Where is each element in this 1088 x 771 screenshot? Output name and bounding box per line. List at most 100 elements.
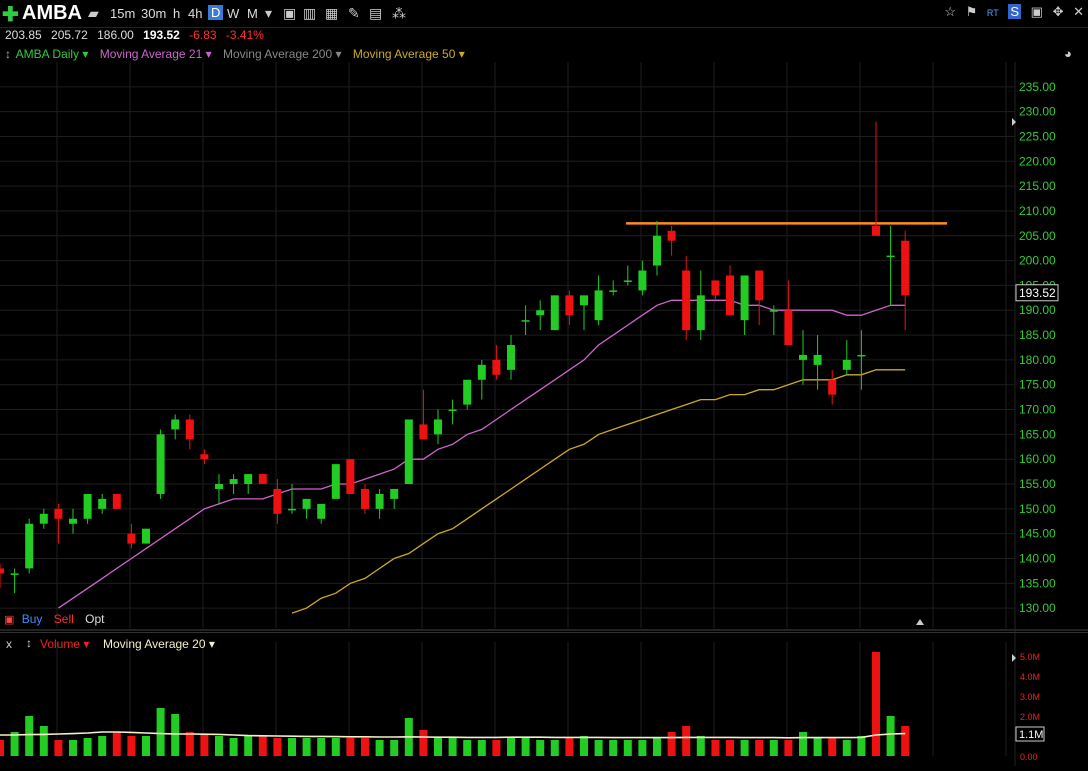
- volume-bar: [799, 732, 807, 756]
- study-ma200[interactable]: Moving Average 200 ▾: [222, 47, 342, 61]
- sell-button[interactable]: Sell: [53, 612, 74, 626]
- add-symbol-icon[interactable]: ✚: [2, 4, 19, 26]
- price-tick-label: 225.00: [1019, 129, 1056, 143]
- volume-bar: [667, 732, 676, 756]
- symbol-label[interactable]: AMBA: [22, 2, 82, 24]
- candle-body: [653, 235, 661, 266]
- candle-body: [565, 295, 574, 316]
- flag-icon[interactable]: ⚑: [965, 4, 978, 19]
- opt-button[interactable]: Opt: [85, 612, 105, 626]
- ma21-line: [58, 299, 906, 609]
- volume-bar: [375, 740, 384, 756]
- study-ma21[interactable]: Moving Average 21 ▾: [99, 47, 212, 61]
- candle-body: [901, 240, 910, 296]
- star-icon[interactable]: ☆: [944, 4, 956, 19]
- volume-bar: [901, 726, 910, 756]
- candle-body: [594, 290, 603, 321]
- quote-line: 203.85 205.72 186.00 193.52 -6.83 -3.41%: [5, 28, 270, 42]
- volume-close-button[interactable]: x: [6, 637, 12, 651]
- volume-bar: [25, 716, 34, 756]
- volume-bar: [740, 740, 749, 756]
- style-icon[interactable]: S: [1008, 4, 1022, 19]
- timeframe-h[interactable]: h: [173, 6, 181, 21]
- draw-pencil-icon[interactable]: ✎: [348, 5, 360, 21]
- volume-ma20-line: [0, 731, 906, 739]
- studies-legend: ↕ AMBA Daily ▾ Moving Average 21 ▾ Movin…: [5, 47, 473, 61]
- timeframe-m[interactable]: M: [247, 6, 258, 21]
- volume-bar: [623, 740, 632, 756]
- volume-bar: [536, 740, 545, 756]
- volume-bar: [594, 740, 603, 756]
- timeframe-15m[interactable]: 15m: [110, 6, 136, 21]
- study-main[interactable]: AMBA Daily ▾: [15, 47, 89, 61]
- notes-icon[interactable]: ▤: [369, 5, 383, 21]
- move-icon[interactable]: ✥: [1052, 4, 1064, 19]
- order-buttons: ▣ Buy Sell Opt: [4, 612, 104, 626]
- chart-type-icon[interactable]: ▰: [88, 5, 99, 21]
- bars-icon[interactable]: ▥: [303, 5, 317, 21]
- candle-body: [857, 354, 866, 357]
- tr-icon[interactable]: ▣: [283, 5, 297, 21]
- candle-body: [550, 295, 559, 331]
- rt-icon[interactable]: RT: [986, 8, 999, 18]
- last-price-box: [1015, 284, 1059, 302]
- volume-study[interactable]: Volume ▾: [40, 637, 90, 651]
- volume-reorder-icon[interactable]: ↕: [26, 636, 32, 650]
- volume-ma-study[interactable]: Moving Average 20 ▾: [103, 637, 215, 651]
- volume-bar: [726, 740, 734, 756]
- candle-body: [784, 310, 793, 345]
- volume-bar: [69, 740, 77, 756]
- volume-bar: [784, 740, 793, 756]
- price-tick-label: 200.00: [1019, 254, 1056, 268]
- volume-bar: [171, 714, 180, 756]
- volume-bar: [682, 726, 691, 756]
- volume-bar: [185, 732, 194, 756]
- price-tick-label: 135.00: [1019, 576, 1056, 590]
- reorder-icon[interactable]: ↕: [5, 47, 11, 61]
- candle-body: [361, 488, 369, 509]
- order-ticket-icon[interactable]: ▣: [4, 614, 15, 626]
- price-tick-label: 185.00: [1019, 328, 1056, 342]
- study-ma50[interactable]: Moving Average 50 ▾: [352, 47, 465, 61]
- palette-icon[interactable]: ◕: [1064, 46, 1072, 61]
- candle-body: [609, 290, 618, 292]
- price-tick-label: 210.00: [1019, 204, 1056, 218]
- candle-body: [638, 270, 647, 291]
- share-icon[interactable]: ⁂: [392, 5, 406, 21]
- volume-bar: [565, 738, 574, 756]
- candle-body: [755, 270, 764, 301]
- price-tick-label: 130.00: [1019, 601, 1056, 615]
- candle-body: [229, 479, 238, 485]
- price-scroll-marker: [1012, 118, 1016, 126]
- close-icon[interactable]: ✕: [1073, 4, 1084, 19]
- candle-body: [726, 275, 734, 316]
- candle-body: [54, 508, 63, 519]
- timeframe-w[interactable]: W: [227, 6, 240, 21]
- volume-bar: [346, 738, 355, 756]
- candle-body: [667, 230, 676, 241]
- buy-button[interactable]: Buy: [21, 612, 43, 626]
- candle-body: [83, 493, 92, 519]
- calculator-icon[interactable]: ▦: [325, 5, 339, 21]
- save-icon[interactable]: ▣: [1030, 4, 1043, 19]
- volume-bar: [711, 740, 720, 756]
- price-tick-label: 170.00: [1019, 403, 1056, 417]
- volume-bar: [127, 736, 136, 756]
- price-volume-chart[interactable]: 130.00 135.00 140.00 145.00 150.00 155.00 160.…: [0, 62, 1088, 766]
- volume-bar: [828, 738, 837, 756]
- volume-tick-label: 2.0M: [1020, 712, 1040, 722]
- volume-bar: [156, 708, 165, 756]
- timeframe-4h[interactable]: 4h: [188, 6, 203, 21]
- candle-body: [156, 434, 165, 494]
- candle-body: [711, 280, 720, 296]
- ma50-line: [291, 369, 906, 614]
- candle-body: [331, 464, 340, 499]
- candle-body: [390, 488, 399, 499]
- candle-body: [200, 454, 209, 460]
- timeframe-30m[interactable]: 30m: [141, 6, 167, 21]
- chart-area[interactable]: 130.00 135.00 140.00 145.00 150.00 155.00 160.…: [0, 62, 1088, 771]
- timeframe-d[interactable]: D: [208, 5, 224, 20]
- volume-bar: [112, 732, 121, 756]
- timeframe-dropdown-icon[interactable]: ▾: [265, 5, 273, 21]
- volume-bar: [769, 740, 778, 756]
